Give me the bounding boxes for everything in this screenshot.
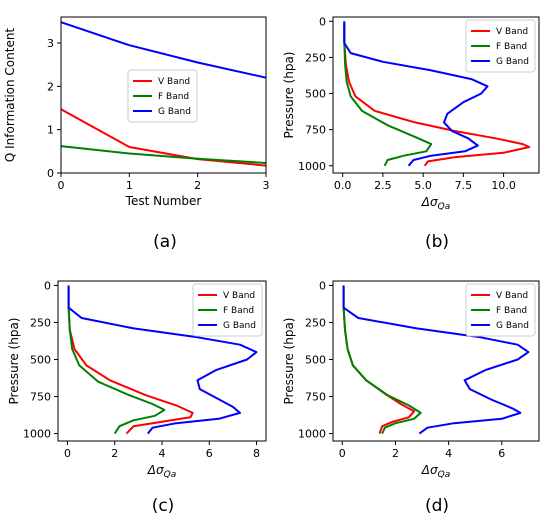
y-tick-label: 1000 xyxy=(298,160,326,173)
chart-panel-b: 0.0 2.5 5.0 7.5 10.0 0 250 500 750 1000 ΔσQa Pressu… xyxy=(282,15,540,252)
series-line-f-band xyxy=(342,286,422,435)
x-tick-label: 0 xyxy=(64,447,71,460)
y-tick-label: 0 xyxy=(44,279,51,292)
y-tick-label: 1000 xyxy=(298,428,326,441)
series-line-g-band xyxy=(67,285,258,435)
y-tick-label: 2 xyxy=(47,80,54,93)
legend-label: G Band xyxy=(223,321,256,331)
legend-label: V Band xyxy=(158,77,190,87)
x-tick-label: 3 xyxy=(263,179,270,192)
y-tick-label: 1 xyxy=(47,124,54,137)
x-tick-label: 5.0 xyxy=(414,179,432,192)
series-line-f-band xyxy=(60,145,267,164)
legend-label: G Band xyxy=(158,107,191,117)
y-tick-label: 750 xyxy=(30,391,51,404)
x-tick-label: 10.0 xyxy=(491,179,516,192)
legend-box xyxy=(465,19,536,73)
x-axis-label: ΔσQa xyxy=(147,463,176,480)
y-axis-label: Pressure (hpa) xyxy=(282,318,296,405)
series-line-v-band xyxy=(60,108,267,167)
chart-panel-c: 0 2 4 6 8 0 250 500 750 1000 ΔσQa Pressure (hpa) V B… xyxy=(7,279,267,516)
series-line-g-band xyxy=(60,21,267,79)
series-line-f-band xyxy=(67,286,166,435)
y-tick-label: 0 xyxy=(319,279,326,292)
legend: V Band F Band G Band xyxy=(192,283,263,337)
legend-box xyxy=(192,283,263,337)
y-tick-label: 750 xyxy=(305,391,326,404)
series-line-v-band xyxy=(67,286,194,435)
x-tick-label: 6 xyxy=(498,447,505,460)
x-tick-label: 1 xyxy=(126,179,133,192)
x-tick-label: 8 xyxy=(253,447,260,460)
y-tick-label: 0 xyxy=(47,167,54,180)
x-tick-label: 2.5 xyxy=(374,179,392,192)
x-tick-label: 0 xyxy=(339,447,346,460)
panel-label: (a) xyxy=(153,232,177,252)
legend-label: G Band xyxy=(496,321,529,331)
y-tick-label: 500 xyxy=(305,354,326,367)
series-line-v-band xyxy=(343,22,531,167)
panel-label: (b) xyxy=(425,232,449,252)
y-axis-label: Pressure (hpa) xyxy=(282,52,296,139)
legend-box xyxy=(127,69,198,123)
legend-label: V Band xyxy=(496,291,528,301)
x-tick-label: 4 xyxy=(445,447,452,460)
series-line-g-band xyxy=(343,21,489,167)
y-tick-label: 750 xyxy=(305,124,326,137)
y-tick-label: 3 xyxy=(47,37,54,50)
legend: V Band F Band G Band xyxy=(465,19,536,73)
panel-label: (d) xyxy=(425,496,449,516)
plot-frame xyxy=(332,16,540,174)
legend-label: F Band xyxy=(496,42,527,52)
chart-panel-a: 0 1 2 3 0 1 2 3 Test Number Q Information Content… xyxy=(3,16,270,252)
y-axis-label: Q Information Content xyxy=(3,28,17,163)
x-tick-label: 2 xyxy=(111,447,118,460)
y-tick-label: 500 xyxy=(305,88,326,101)
legend-label: F Band xyxy=(496,306,527,316)
y-tick-label: 500 xyxy=(30,354,51,367)
y-axis-label: Pressure (hpa) xyxy=(7,318,21,405)
legend-label: V Band xyxy=(223,291,255,301)
plot-frame xyxy=(332,280,540,442)
x-axis-label: ΔσQa xyxy=(421,463,450,480)
series-line-g-band xyxy=(342,285,530,435)
plot-frame xyxy=(60,16,267,174)
y-tick-label: 1000 xyxy=(23,428,51,441)
legend-label: V Band xyxy=(496,27,528,37)
y-tick-label: 250 xyxy=(305,316,326,329)
y-tick-label: 250 xyxy=(305,51,326,64)
series-line-f-band xyxy=(343,22,433,167)
legend-box xyxy=(465,283,536,337)
y-tick-label: 250 xyxy=(30,316,51,329)
series-line-v-band xyxy=(342,286,416,434)
chart-panel-d: 0 2 4 6 0 250 500 750 1000 ΔσQa Pressure (hpa) V Ba… xyxy=(282,279,540,516)
legend-label: G Band xyxy=(496,57,529,67)
x-tick-label: 2 xyxy=(194,179,201,192)
panel-label: (c) xyxy=(152,496,175,516)
x-tick-label: 6 xyxy=(206,447,213,460)
x-tick-label: 4 xyxy=(159,447,166,460)
x-tick-label: 2 xyxy=(392,447,399,460)
x-tick-label: 0 xyxy=(58,179,65,192)
x-axis-label: ΔσQa xyxy=(421,195,450,212)
legend: V Band F Band G Band xyxy=(465,283,536,337)
y-tick-label: 0 xyxy=(319,15,326,28)
legend: V Band F Band G Band xyxy=(127,69,198,123)
x-axis-label: Test Number xyxy=(125,194,202,208)
legend-label: F Band xyxy=(223,306,254,316)
x-tick-label: 0.0 xyxy=(334,179,352,192)
legend-label: F Band xyxy=(158,92,189,102)
x-tick-label: 7.5 xyxy=(455,179,473,192)
